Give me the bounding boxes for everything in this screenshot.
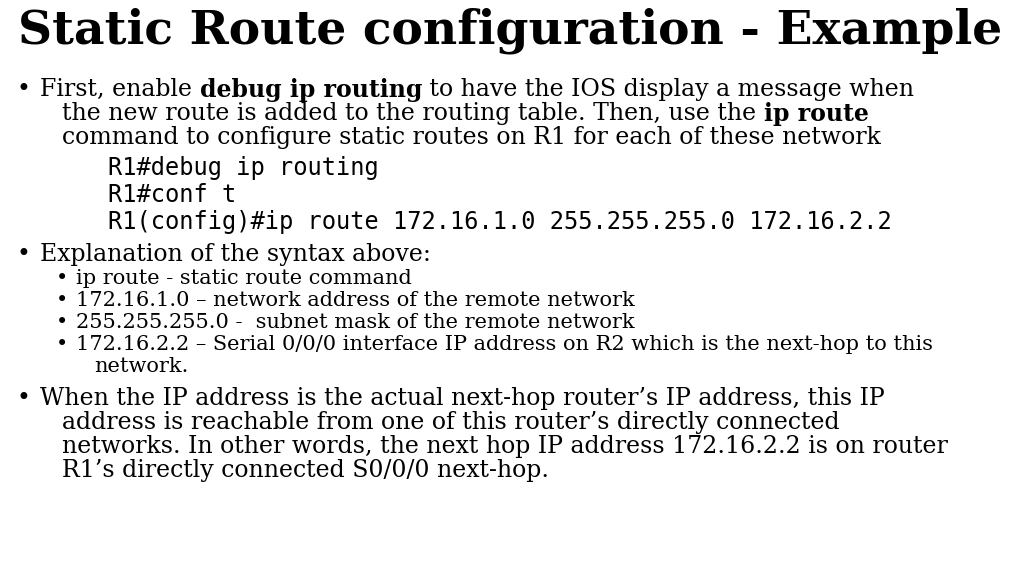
Text: •: • <box>56 313 69 332</box>
Text: 172.16.1.0 – network address of the remote network: 172.16.1.0 – network address of the remo… <box>76 291 635 310</box>
Text: network.: network. <box>94 357 188 376</box>
Text: 255.255.255.0 -  subnet mask of the remote network: 255.255.255.0 - subnet mask of the remot… <box>76 313 635 332</box>
Text: debug ip routing: debug ip routing <box>200 78 422 102</box>
Text: •: • <box>56 291 69 310</box>
Text: •: • <box>16 387 30 410</box>
Text: •: • <box>16 78 30 101</box>
Text: When the IP address is the actual next-hop router’s IP address, this IP: When the IP address is the actual next-h… <box>40 387 885 410</box>
Text: •: • <box>56 335 69 354</box>
Text: ip route: ip route <box>764 102 868 126</box>
Text: to have the IOS display a message when: to have the IOS display a message when <box>422 78 913 101</box>
Text: address is reachable from one of this router’s directly connected: address is reachable from one of this ro… <box>62 411 840 434</box>
Text: •: • <box>16 243 30 266</box>
Text: 172.16.2.2 – Serial 0/0/0 interface IP address on R2 which is the next-hop to th: 172.16.2.2 – Serial 0/0/0 interface IP a… <box>76 335 933 354</box>
Text: First, enable: First, enable <box>40 78 200 101</box>
Text: ip route - static route command: ip route - static route command <box>76 269 412 288</box>
Text: R1#conf t: R1#conf t <box>108 183 237 207</box>
Text: R1’s directly connected S0/0/0 next-hop.: R1’s directly connected S0/0/0 next-hop. <box>62 459 549 482</box>
Text: Static Route configuration - Example: Static Route configuration - Example <box>18 8 1002 55</box>
Text: R1(config)#ip route 172.16.1.0 255.255.255.0 172.16.2.2: R1(config)#ip route 172.16.1.0 255.255.2… <box>108 210 892 234</box>
Text: command to configure static routes on R1 for each of these network: command to configure static routes on R1… <box>62 126 881 149</box>
Text: R1#debug ip routing: R1#debug ip routing <box>108 156 379 180</box>
Text: •: • <box>56 269 69 288</box>
Text: Explanation of the syntax above:: Explanation of the syntax above: <box>40 243 431 266</box>
Text: networks. In other words, the next hop IP address 172.16.2.2 is on router: networks. In other words, the next hop I… <box>62 435 948 458</box>
Text: the new route is added to the routing table. Then, use the: the new route is added to the routing ta… <box>62 102 764 125</box>
